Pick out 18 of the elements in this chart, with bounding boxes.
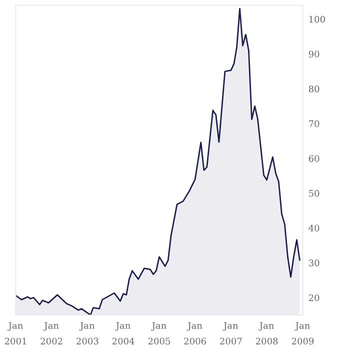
y-tick-label: 70 [309, 120, 320, 128]
y-tick-label: 30 [308, 260, 320, 266]
y-tick-label: 40 [308, 224, 320, 232]
x-tick-label: Jan 2008 [256, 322, 278, 345]
y-tick-label: 100 [309, 16, 325, 23]
x-tick-label: Jan 2003 [76, 322, 98, 345]
x-tick-label: Jan 2006 [184, 322, 206, 345]
x-tick-label: Jan 2004 [112, 322, 134, 345]
x-tick-label: Jan 2002 [40, 322, 62, 345]
x-tick-label: Jan 2005 [148, 322, 170, 345]
x-tick-label: Jan 2007 [220, 322, 242, 345]
y-tick-label: 60 [308, 155, 320, 162]
y-tick-label: 50 [309, 190, 320, 197]
y-tick-label: 90 [308, 50, 320, 58]
x-tick-label: Jan 2009 [292, 322, 314, 345]
y-tick-label: 80 [308, 86, 320, 92]
y-tick-label: 20 [308, 294, 320, 302]
x-tick-label: Jan 2001 [4, 322, 26, 345]
